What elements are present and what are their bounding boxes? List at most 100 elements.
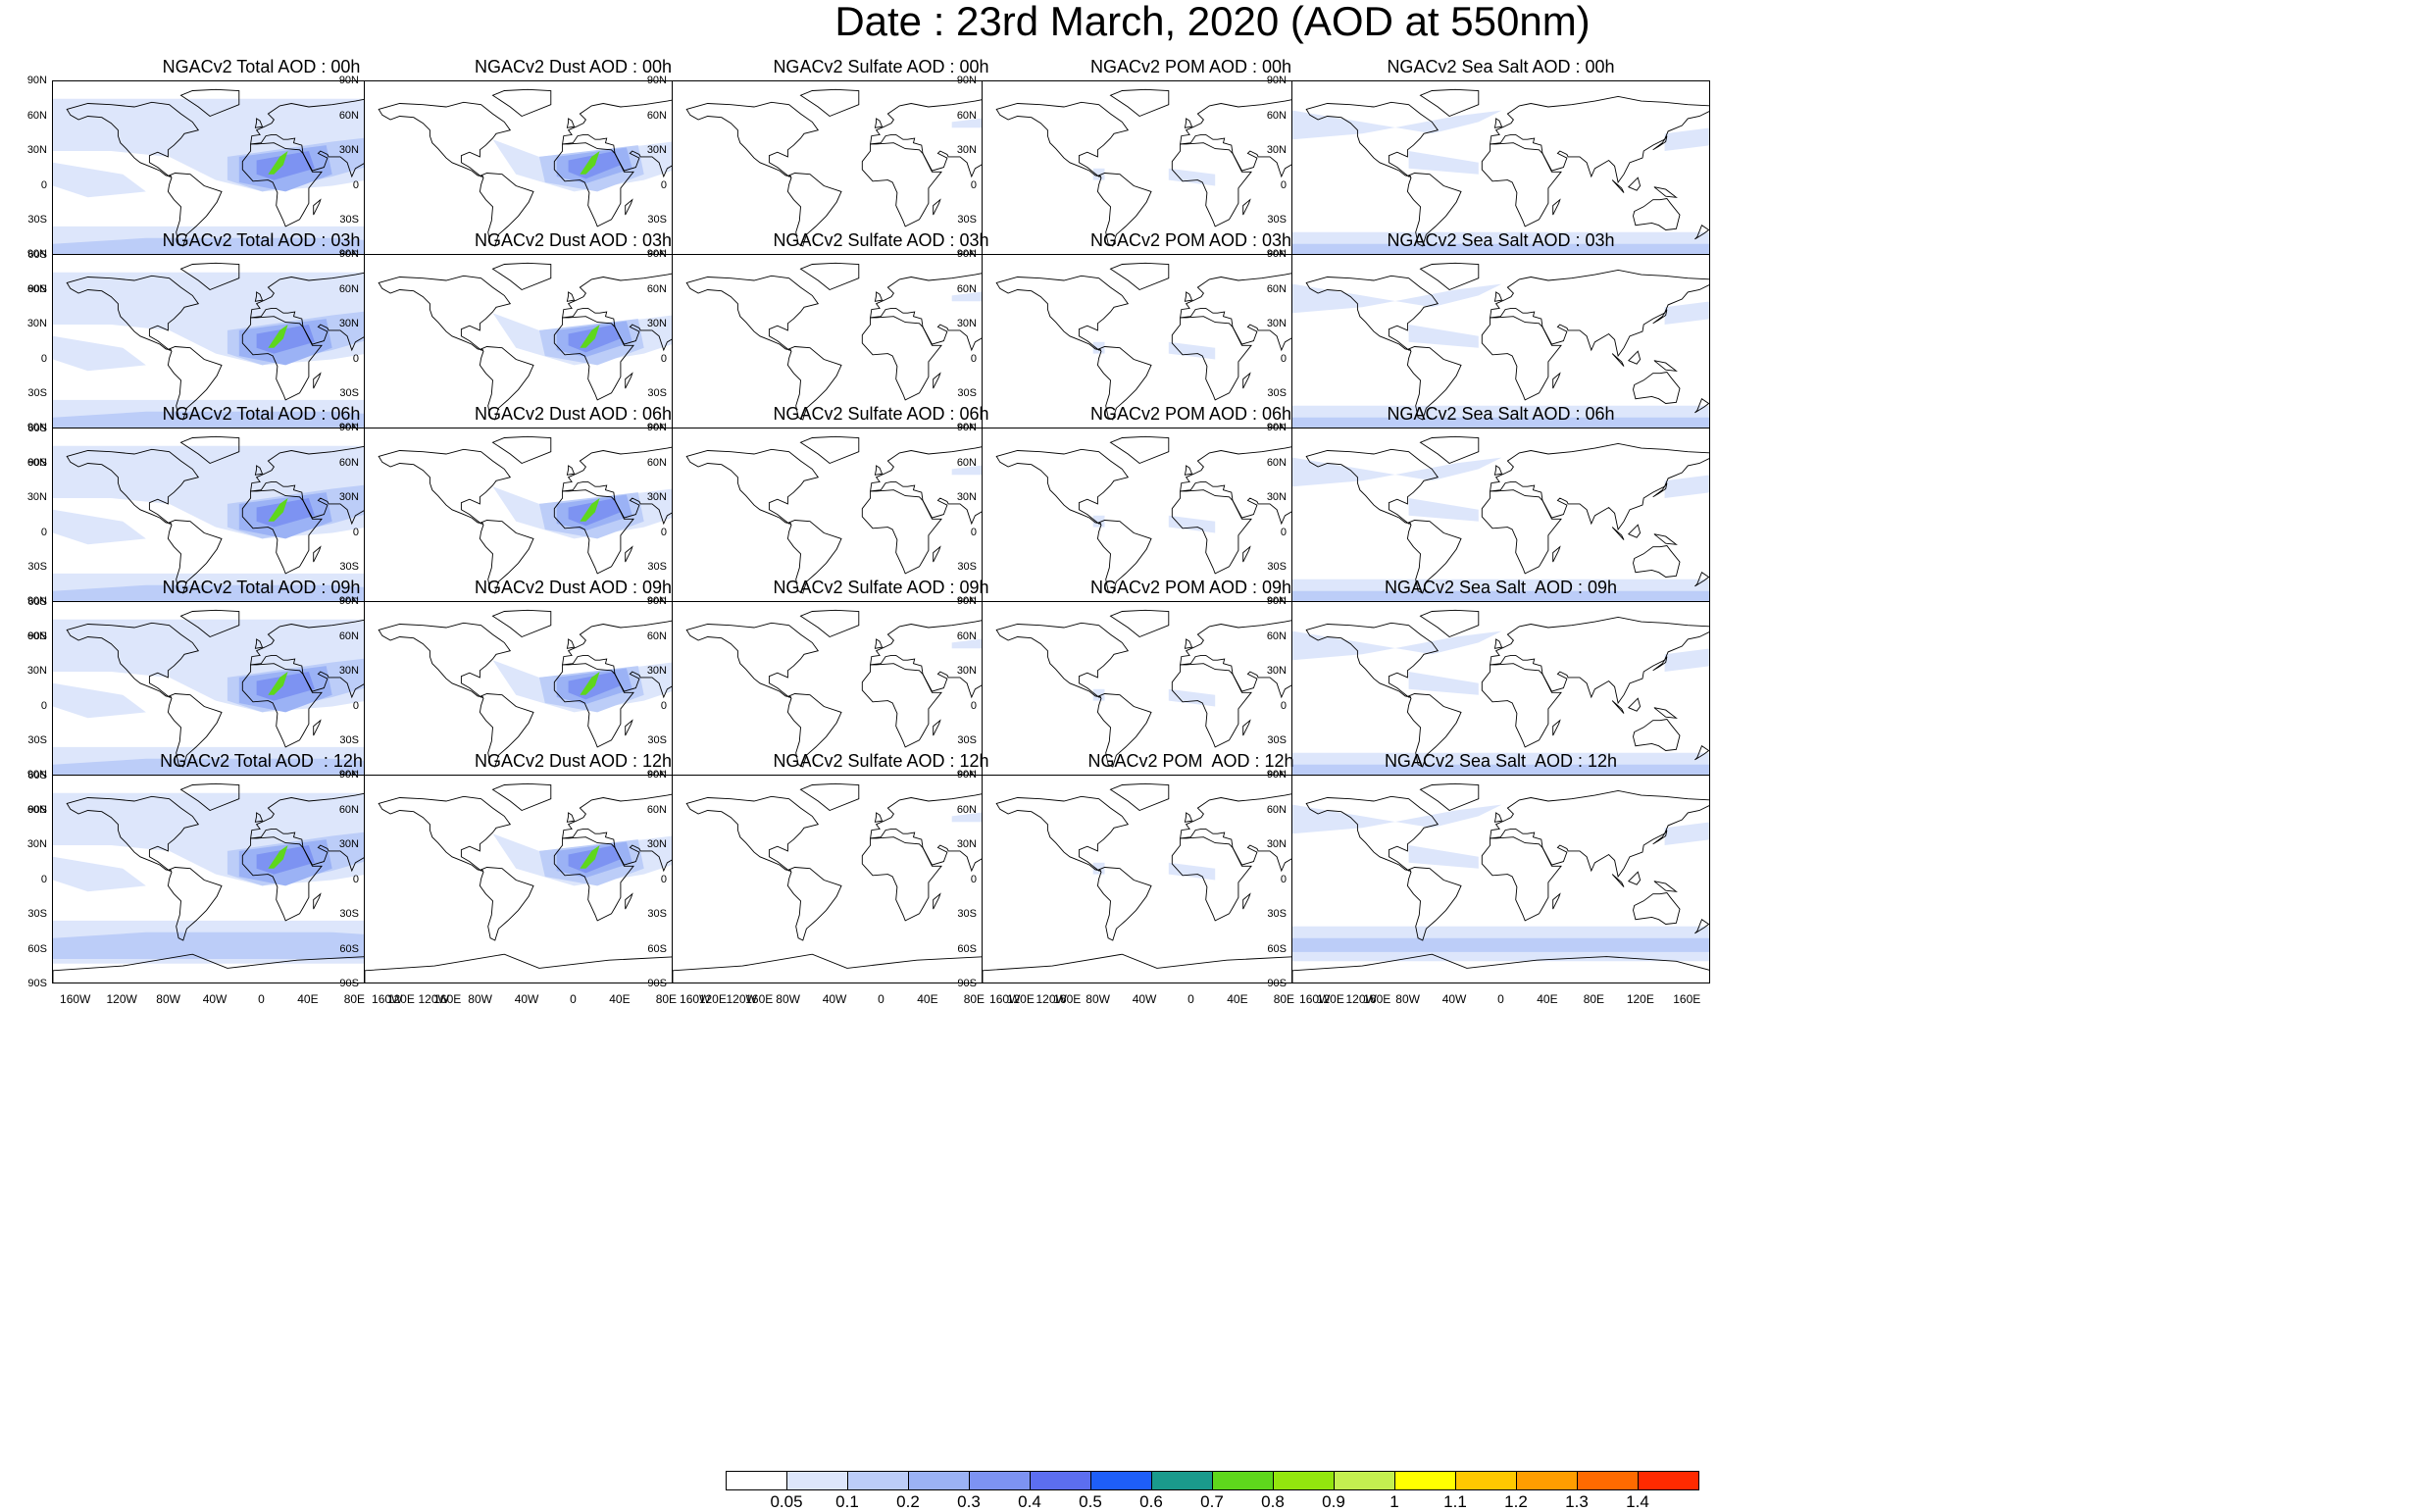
aod-field [53,856,146,892]
coastline [1628,524,1642,538]
coastline [378,622,512,698]
coastline [378,101,512,177]
lat-tick-label: 60N [1266,282,1287,295]
figure-title: Date : 23rd March, 2020 (AOD at 550nm) [834,0,1591,44]
coastline [378,795,512,872]
lat-tick-label: 0 [1280,352,1287,365]
coastline [1493,812,1503,823]
lat-tick-label: 90S [27,283,47,295]
lat-tick-label: 30S [957,561,977,573]
coastline [933,372,941,389]
aod-field [1664,475,1709,498]
coastline [625,372,633,389]
aod-field [1092,688,1105,701]
coastline [1305,622,1440,698]
coastline [625,719,633,736]
lat-tick-label: 0 [352,699,359,712]
aod-field [1092,862,1105,875]
colorbar-label: 0.9 [1322,1492,1345,1511]
coastline [241,836,323,922]
lat-tick-label: 60N [26,109,47,122]
lat-tick-label: 0 [970,526,977,538]
aod-field [1292,804,1502,834]
lat-tick-label: 0 [970,699,977,712]
coastline [995,101,1130,177]
lat-tick-label: 30N [956,491,977,503]
lat-tick-label: 60N [646,109,667,122]
colorbar-label: 0.1 [835,1492,859,1511]
coastline [874,812,884,823]
lat-tick-label: 60S [27,595,47,608]
coastline [378,275,512,351]
lon-tick-label: 80E [1583,992,1605,1006]
lat-tick-label: 90N [26,595,47,607]
panel-title: NGACv2 Sea Salt AOD : 00h [1387,57,1615,76]
lat-tick-label: 0 [660,873,667,885]
panel-title: NGACv2 Sulfate AOD : 12h [773,751,989,771]
colorbar-label: 1.2 [1504,1492,1528,1511]
colorbar-swatch [1394,1471,1456,1490]
coastline [1109,782,1170,812]
coastline [1633,719,1681,751]
lat-tick-label: 60N [338,282,359,295]
coastline [254,118,264,128]
lat-tick-label: 0 [970,178,977,191]
lon-tick-label: 120E [1006,992,1035,1006]
lat-tick-label: 90N [338,422,359,433]
panel-title: NGACv2 Sulfate AOD : 09h [773,578,989,597]
coastline [1633,892,1681,925]
coastline [179,782,240,812]
lat-tick-label: 30N [646,144,667,156]
lon-tick-label: 160W [60,992,91,1006]
coastline [861,142,942,227]
panel-title: NGACv2 Total AOD : 03h [162,230,361,250]
lon-tick-label: 80W [776,992,800,1006]
aod-field [1292,630,1502,661]
lat-tick-label: 60S [647,942,667,955]
coastline [1652,830,1668,845]
lat-tick-label: 30N [1266,665,1287,677]
lat-tick-label: 30S [1267,561,1287,573]
lat-tick-label: 0 [660,526,667,538]
coastline [1184,465,1193,476]
coastline [1242,372,1251,389]
lon-tick-label: 80E [963,992,985,1006]
lat-tick-label: 90S [647,978,667,989]
lat-tick-label: 90N [956,769,977,781]
lat-tick-label: 90S [27,457,47,469]
lat-tick-label: 90N [1266,422,1287,433]
coastline [1493,291,1503,302]
aod-field [1664,822,1709,845]
lat-tick-label: 30N [646,491,667,503]
lon-tick-label: 40E [917,992,938,1006]
lat-tick-label: 30S [957,214,977,226]
lat-tick-label: 90N [1266,595,1287,607]
lat-tick-label: 90N [646,422,667,433]
coastline [1109,609,1170,638]
panel-title: NGACv2 Dust AOD : 06h [474,404,673,424]
lat-tick-label: 30N [646,665,667,677]
lon-tick-label: 120E [1316,992,1344,1006]
lat-tick-label: 30S [339,214,359,226]
coastline [1419,782,1480,812]
lon-tick-label: 40W [1441,992,1467,1006]
panel-title: NGACv2 Sea Salt AOD : 09h [1384,578,1618,597]
lon-tick-label: 120E [698,992,727,1006]
coastline [1653,533,1678,545]
aod-field [1168,688,1216,707]
lon-tick-label: 40W [822,992,847,1006]
coastline [1611,179,1625,193]
coastline [786,867,842,941]
lat-tick-label: 90N [956,595,977,607]
aod-field [1408,498,1479,522]
lat-tick-label: 0 [660,699,667,712]
lon-tick-label: 80E [343,992,366,1006]
lat-tick-label: 30S [339,387,359,399]
coastline [1305,275,1440,351]
coastline [1490,616,1709,705]
lon-tick-label: 40W [514,992,539,1006]
coastline [1552,892,1561,910]
lat-tick-label: 60N [338,456,359,469]
coastline [1109,88,1170,118]
coastline [799,435,860,465]
